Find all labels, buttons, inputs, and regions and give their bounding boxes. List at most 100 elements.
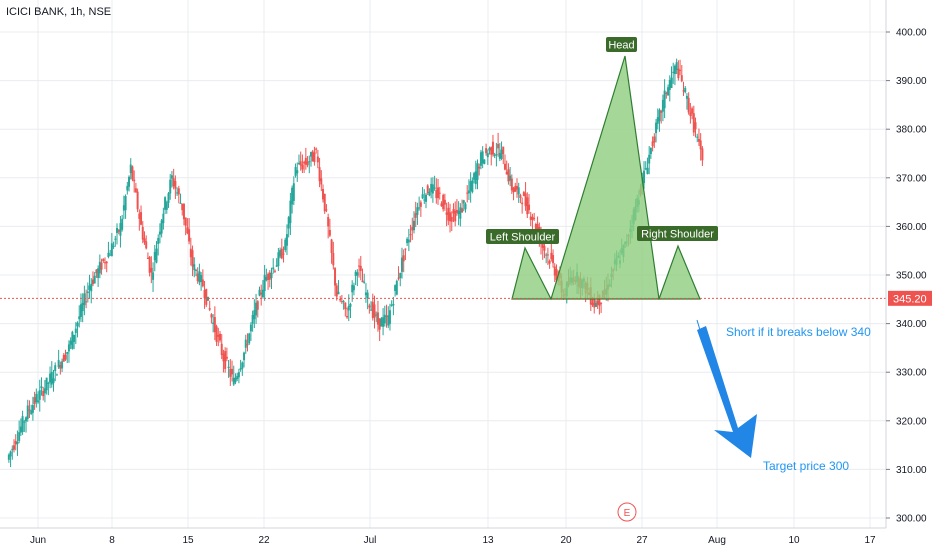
candle-body xyxy=(416,207,419,215)
candle-body xyxy=(663,90,666,109)
candle-body xyxy=(385,315,388,317)
candle-body xyxy=(227,366,230,368)
candle-body xyxy=(296,170,299,174)
candle-body xyxy=(404,248,407,250)
candle-body xyxy=(246,344,249,346)
candle-body xyxy=(528,204,531,211)
candle-body xyxy=(255,302,258,316)
candle-body xyxy=(160,220,163,234)
candle-body xyxy=(464,203,467,210)
candle-body xyxy=(672,71,675,73)
candle-body xyxy=(170,175,173,179)
candle-body xyxy=(196,273,199,281)
y-tick-label: 320.00 xyxy=(896,416,927,427)
candle-body xyxy=(13,445,16,450)
candle-body xyxy=(649,147,652,155)
candle-body xyxy=(232,377,235,385)
candle-body xyxy=(346,315,349,318)
candle-body xyxy=(284,239,287,251)
candle-body xyxy=(112,245,115,247)
candle-body xyxy=(236,375,239,380)
candle-body xyxy=(476,163,479,180)
candle-body xyxy=(301,164,304,170)
candle-body xyxy=(285,234,288,246)
candle-body xyxy=(133,179,136,182)
candle-body xyxy=(514,186,517,192)
candle-body xyxy=(55,374,58,376)
candle-body xyxy=(16,441,19,445)
candle-body xyxy=(660,111,663,113)
candle-body xyxy=(462,200,465,204)
candle-body xyxy=(687,97,690,113)
candle-body xyxy=(694,122,697,130)
candle-body xyxy=(182,203,185,220)
candle-body xyxy=(81,302,84,312)
candle-body xyxy=(289,200,292,224)
candle-body xyxy=(454,210,457,222)
candle-body xyxy=(330,239,333,254)
candle-body xyxy=(677,68,680,79)
candle-body xyxy=(495,154,498,156)
candle-body xyxy=(315,148,318,150)
candle-body xyxy=(244,339,247,348)
candle-body xyxy=(493,154,496,156)
candle-body xyxy=(19,426,22,433)
candle-body xyxy=(193,264,196,271)
candle-body xyxy=(692,113,695,133)
candle-body xyxy=(279,250,282,257)
candle-body xyxy=(648,154,651,164)
earnings-event-circle[interactable] xyxy=(617,502,637,522)
candle-body xyxy=(445,212,448,215)
candle-body xyxy=(646,167,649,175)
time-axis[interactable]: Jun 8 15 22 Jul 13 20 27 Aug 10 17 xyxy=(0,527,886,546)
candle-body xyxy=(241,362,244,369)
candle-body xyxy=(243,352,246,361)
candle-body xyxy=(332,252,335,266)
candle-body xyxy=(14,440,17,445)
candle-body xyxy=(344,302,347,310)
candle-body xyxy=(270,272,273,279)
candle-body xyxy=(320,178,323,185)
candle-body xyxy=(31,405,34,413)
candle-body xyxy=(280,248,283,259)
right-shoulder-label-bg xyxy=(637,226,718,241)
candle-body xyxy=(552,255,555,264)
candle-body xyxy=(145,241,148,249)
candle-body xyxy=(510,178,513,191)
candle-body xyxy=(25,417,28,422)
y-tick-label: 340.00 xyxy=(896,319,927,330)
candle-body xyxy=(643,170,646,184)
x-tick-label: 27 xyxy=(636,535,648,546)
price-axis[interactable]: 400.00 390.00 380.00 370.00 360.00 350.00 340.… xyxy=(885,0,927,528)
candle-body xyxy=(675,62,678,70)
candle-body xyxy=(471,180,474,193)
candle-body xyxy=(181,203,184,211)
candle-body xyxy=(61,361,64,369)
candle-body xyxy=(109,254,112,256)
candle-body xyxy=(553,266,556,276)
left-shoulder-label: Left Shoulder xyxy=(486,229,559,244)
y-tick-label: 400.00 xyxy=(896,28,927,39)
candle-body xyxy=(670,77,673,88)
candle-body xyxy=(373,304,376,318)
candle-body xyxy=(165,202,168,210)
candle-body xyxy=(294,167,297,176)
candle-body xyxy=(79,304,82,317)
candle-body xyxy=(126,185,129,191)
candle-body xyxy=(253,310,256,320)
candle-body xyxy=(18,432,21,441)
candle-body xyxy=(30,410,33,414)
y-tick-label: 370.00 xyxy=(896,173,927,184)
candle-body xyxy=(450,216,453,222)
candle-body xyxy=(440,203,443,207)
x-tick-label: 17 xyxy=(864,535,876,546)
candle-body xyxy=(116,227,119,233)
candle-body xyxy=(38,390,41,400)
candle-body xyxy=(177,188,180,195)
candle-body xyxy=(522,191,525,197)
candle-body xyxy=(419,202,422,207)
candle-body xyxy=(485,148,488,154)
earnings-event-marker[interactable]: E xyxy=(617,502,637,522)
candle-body xyxy=(443,199,446,205)
